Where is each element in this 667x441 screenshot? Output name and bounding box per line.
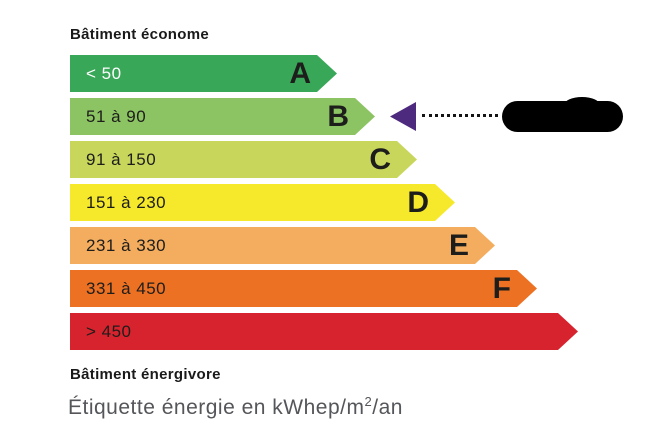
energy-range-d: 151 à 230 xyxy=(86,192,167,212)
energy-bar-a: < 50 A xyxy=(70,55,337,92)
energy-range-g: > 450 xyxy=(86,321,132,341)
energy-range-a: < 50 xyxy=(86,63,122,83)
energy-bar-row-a: < 50 A xyxy=(70,55,667,92)
energy-bar-g: > 450 xyxy=(70,313,578,350)
energy-range-c: 91 à 150 xyxy=(86,149,157,169)
caption-superscript: 2 xyxy=(364,394,373,409)
energy-bar-row-d: 151 à 230 D xyxy=(70,184,667,221)
energy-range-e: 231 à 330 xyxy=(86,235,167,255)
energy-bar-row-c: 91 à 150 C xyxy=(70,141,667,178)
caption-suffix: /an xyxy=(372,396,403,419)
energy-bar-e: 231 à 330 E xyxy=(70,227,495,264)
energy-grade-b: B xyxy=(327,99,349,133)
energy-range-b: 51 à 90 xyxy=(86,106,147,126)
energy-grade-d: D xyxy=(407,185,429,219)
label-caption: Étiquette énergie en kWhep/m2/an xyxy=(68,394,403,420)
energy-bar-row-e: 231 à 330 E xyxy=(70,227,667,264)
energy-bar-c: 91 à 150 C xyxy=(70,141,417,178)
energy-bar-row-b: 51 à 90 B xyxy=(70,97,667,135)
energy-bar-row-f: 331 à 450 F xyxy=(70,270,667,307)
energy-grade-e: E xyxy=(448,228,469,262)
energy-bar-f: 331 à 450 F xyxy=(70,270,537,307)
economical-building-label: Bâtiment économe xyxy=(70,26,209,43)
energy-grade-a: A xyxy=(289,56,311,90)
energy-scale: < 50 A 51 à 90 B 91 à 150 C 151 à 230 D xyxy=(70,55,667,356)
current-rating-pointer-icon xyxy=(390,102,416,131)
energy-bar-b: 51 à 90 B xyxy=(70,98,375,135)
energy-grade-c: C xyxy=(369,142,391,176)
pointer-dotted-leader xyxy=(422,114,498,117)
caption-prefix: Étiquette énergie en kWhep/m xyxy=(68,396,365,419)
energy-grade-f: F xyxy=(492,271,511,305)
energy-hungry-building-label: Bâtiment énergivore xyxy=(70,366,221,383)
energy-bar-row-g: > 450 xyxy=(70,313,667,350)
redacted-value-blob xyxy=(502,97,623,132)
energy-range-f: 331 à 450 xyxy=(86,278,167,298)
energy-bar-d: 151 à 230 D xyxy=(70,184,455,221)
